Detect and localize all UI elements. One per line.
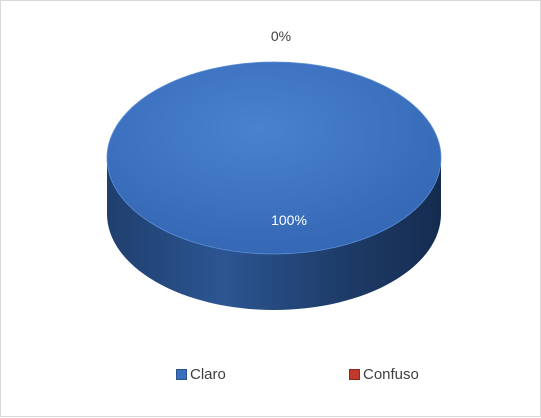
pie-slice-side-claro: [107, 158, 441, 310]
legend-swatch-claro: [176, 369, 187, 380]
legend-label-confuso: Confuso: [363, 366, 419, 383]
pie-slice-claro: [106, 61, 442, 255]
legend-swatch-confuso: [349, 369, 360, 380]
legend-label-claro: Claro: [190, 366, 226, 383]
legend-item-confuso: Confuso: [349, 366, 419, 383]
data-label-confuso: 0%: [271, 28, 291, 44]
legend-item-claro: Claro: [176, 366, 226, 383]
legend: Claro Confuso: [0, 366, 541, 386]
data-label-claro: 100%: [271, 212, 307, 228]
